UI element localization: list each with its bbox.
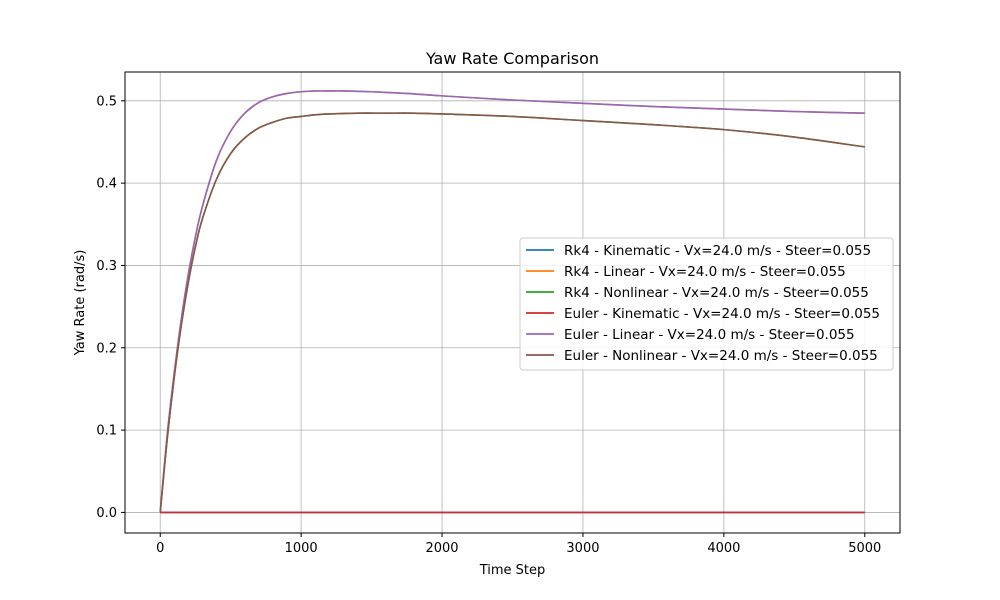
series-line-6 xyxy=(159,112,865,513)
y-tick-label: 0.2 xyxy=(96,341,117,356)
legend-label: Euler - Kinematic - Vx=24.0 m/s - Steer=… xyxy=(564,306,880,322)
legend-label: Rk4 - Kinematic - Vx=24.0 m/s - Steer=0.… xyxy=(564,243,871,259)
x-tick-label: 2000 xyxy=(425,541,458,556)
series-line-5 xyxy=(159,90,865,513)
legend-label: Rk4 - Linear - Vx=24.0 m/s - Steer=0.055 xyxy=(564,264,846,280)
x-tick-label: 1000 xyxy=(285,541,318,556)
legend-label: Rk4 - Nonlinear - Vx=24.0 m/s - Steer=0.… xyxy=(564,285,869,301)
y-tick-label: 0.0 xyxy=(96,506,117,521)
legend: Rk4 - Kinematic - Vx=24.0 m/s - Steer=0.… xyxy=(519,237,894,371)
legend-box xyxy=(519,237,894,371)
x-tick-label: 0 xyxy=(156,541,164,556)
y-tick-label: 0.1 xyxy=(96,424,117,439)
y-axis-label: Yaw Rate (rad/s) xyxy=(73,250,88,357)
x-tick-label: 4000 xyxy=(707,541,740,556)
x-tick-label: 5000 xyxy=(848,541,881,556)
x-axis-label: Time Step xyxy=(479,563,546,578)
x-tick-label: 3000 xyxy=(566,541,599,556)
legend-label: Euler - Linear - Vx=24.0 m/s - Steer=0.0… xyxy=(564,327,855,343)
axis-ticks: 0 1000 2000 3000 4000 5000 0.0 0.1 0.2 0.3 0.4 0.5 xyxy=(96,94,881,556)
series-lines xyxy=(159,90,865,514)
y-tick-label: 0.4 xyxy=(96,177,117,192)
y-tick-label: 0.3 xyxy=(96,259,117,274)
y-tick-label: 0.5 xyxy=(96,94,117,109)
legend-label: Euler - Nonlinear - Vx=24.0 m/s - Steer=… xyxy=(564,348,878,364)
chart-title: Yaw Rate Comparison xyxy=(425,49,599,68)
plot-area-frame xyxy=(124,71,901,534)
